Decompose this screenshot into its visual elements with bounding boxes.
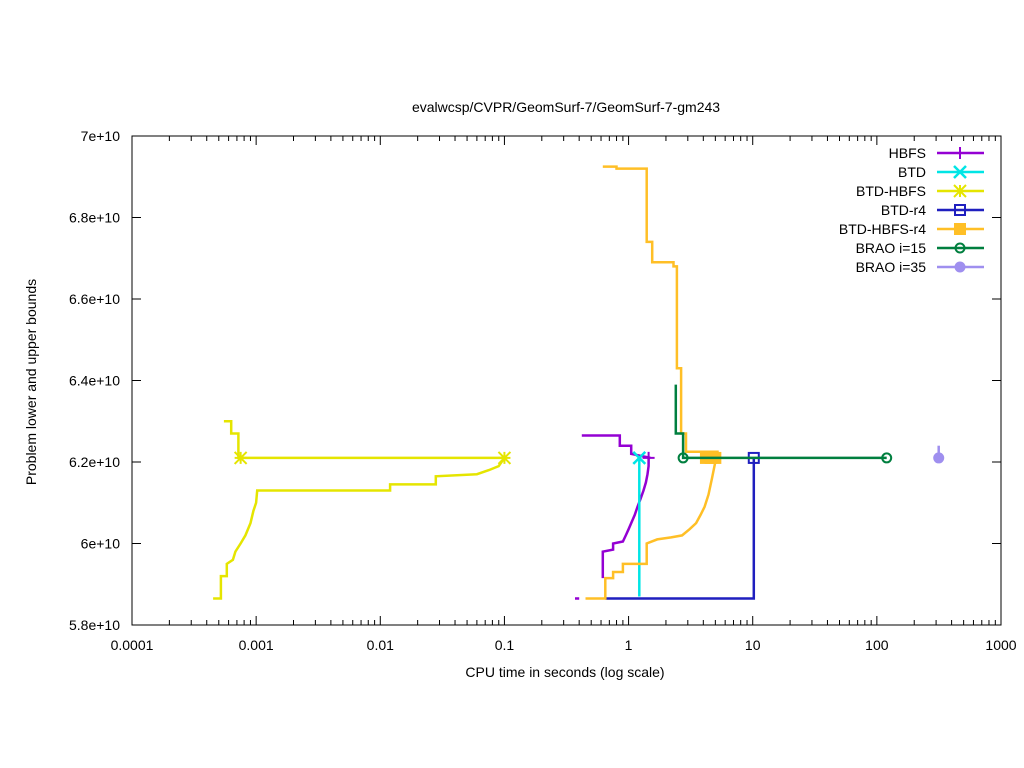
legend-label: BTD-HBFS-r4 [839, 221, 926, 237]
data-point-marker [933, 452, 945, 464]
legend-marker [953, 184, 967, 198]
x-tick-label: 0.001 [239, 637, 274, 653]
legend-marker [954, 204, 966, 216]
series-line-lower [605, 457, 756, 600]
x-tick-label: 0.0001 [111, 637, 154, 653]
y-tick-label: 6.8e+10 [69, 210, 120, 226]
legend-marker [954, 261, 966, 273]
series-btd-hbfs-r4 [585, 165, 722, 600]
legend-label: BTD-HBFS [856, 183, 926, 199]
y-tick-label: 7e+10 [81, 128, 121, 144]
data-point-marker [632, 451, 647, 465]
legend-marker [954, 223, 966, 235]
legend-label: BTD-r4 [881, 202, 926, 218]
x-tick-label: 0.01 [367, 637, 394, 653]
legend-label: BTD [898, 164, 926, 180]
x-tick-label: 1000 [985, 637, 1016, 653]
chart-title: evalwcsp/CVPR/GeomSurf-7/GeomSurf-7-gm24… [412, 99, 720, 115]
series-line-lower [585, 457, 719, 600]
series-line-lower [213, 457, 506, 600]
series-line-lower [601, 457, 650, 579]
legend-marker [954, 147, 966, 159]
data-point-marker [881, 452, 893, 464]
series-line-upper [674, 384, 887, 460]
series-line-upper [602, 165, 719, 458]
x-tick-label: 100 [865, 637, 889, 653]
legend-label: BRAO i=35 [856, 259, 927, 275]
legend-label: BRAO i=15 [856, 240, 927, 256]
series-line-upper [223, 420, 505, 460]
x-tick-label: 10 [745, 637, 761, 653]
data-point-marker [233, 451, 248, 465]
series-btd [632, 451, 647, 597]
data-point-marker [677, 452, 689, 464]
y-axis-label: Problem lower and upper bounds [23, 279, 39, 485]
data-point-marker [642, 451, 655, 464]
legend-marker [953, 165, 967, 179]
x-tick-label: 0.1 [495, 637, 515, 653]
legend-marker [954, 242, 966, 254]
y-tick-label: 5.8e+10 [69, 617, 120, 633]
data-point-marker [497, 451, 512, 465]
series-brao-i-35 [933, 445, 945, 464]
series-btd-hbfs [213, 420, 512, 600]
series-line-upper [581, 434, 651, 460]
y-tick-label: 6.4e+10 [69, 373, 120, 389]
x-axis-label: CPU time in seconds (log scale) [465, 664, 664, 680]
legend-label: HBFS [889, 145, 926, 161]
y-tick-label: 6.2e+10 [69, 454, 120, 470]
series-btd-r4 [605, 451, 760, 600]
series-brao-i-15 [674, 384, 893, 464]
y-tick-label: 6e+10 [81, 536, 121, 552]
x-tick-label: 1 [625, 637, 633, 653]
y-tick-label: 6.6e+10 [69, 291, 120, 307]
plot-frame [131, 135, 1002, 626]
